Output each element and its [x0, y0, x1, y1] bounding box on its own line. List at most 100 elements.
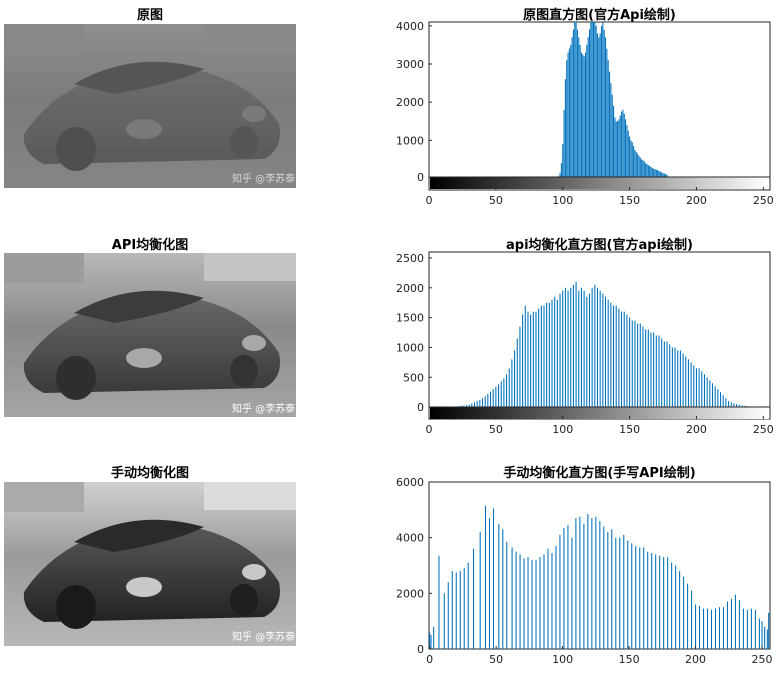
histogram-bar [617, 121, 619, 177]
histogram-bar [479, 532, 481, 649]
histogram-bar [627, 130, 629, 177]
histogram-bar [594, 284, 596, 407]
histogram-bar [531, 559, 533, 649]
histogram-bar [730, 598, 732, 649]
histogram-bar [599, 33, 601, 177]
panel-title-api-equalized: API均衡化图 [111, 238, 189, 253]
y-tick-label: 0 [417, 643, 424, 656]
histogram-bar [511, 359, 513, 407]
histogram-bar [734, 594, 736, 649]
histogram-bar [623, 534, 625, 649]
histogram-bar [714, 386, 716, 407]
histogram-bar [587, 514, 589, 649]
histogram-bar [603, 29, 605, 177]
histogram-bar [583, 523, 585, 649]
histogram-bar [555, 546, 557, 649]
histogram-bar [661, 338, 663, 407]
histogram-bar [631, 543, 633, 649]
histogram-bar [571, 537, 573, 649]
histogram-bar [583, 290, 585, 407]
x-tick-label: 0 [426, 194, 433, 207]
histogram-bar [514, 350, 516, 407]
histogram-bar [682, 353, 684, 407]
histogram-bar [571, 37, 573, 177]
histogram-bar [619, 115, 621, 177]
histogram-bar [667, 557, 669, 649]
histogram-bar [459, 571, 461, 649]
x-tick-label: 250 [752, 653, 773, 666]
x-tick-label: 100 [552, 194, 573, 207]
histogram-bar [600, 25, 603, 178]
histogram-bar [690, 362, 692, 407]
histogram-bar [498, 523, 500, 649]
histogram-bar [607, 60, 609, 177]
histogram-bar [465, 405, 467, 407]
histogram-bar [702, 608, 705, 649]
histogram-bar [588, 293, 591, 407]
histogram-bar [438, 555, 440, 649]
panel-title-manual-equalized: 手动均衡化图 [110, 466, 189, 481]
histogram-bar [473, 548, 475, 649]
histogram-bar [580, 287, 582, 407]
histogram-bar [519, 326, 521, 407]
histogram-bar [659, 171, 661, 177]
histogram-bar [639, 323, 641, 407]
histogram-bar [567, 52, 569, 177]
histogram-bar [666, 341, 668, 407]
histogram-bar [614, 117, 616, 177]
histogram-bar [519, 554, 521, 649]
histogram-bar [595, 25, 597, 178]
histogram-bar [502, 529, 504, 649]
histogram-bar [736, 404, 738, 407]
histogram-bar [666, 174, 668, 177]
histogram-bar [551, 552, 553, 649]
histogram-bar [559, 293, 561, 407]
histogram-bar [642, 160, 644, 177]
histogram-bar [566, 60, 568, 177]
histogram-bar [598, 37, 600, 177]
histogram-bar [663, 557, 665, 649]
histogram-bar [643, 161, 645, 177]
histogram-bar [622, 109, 624, 177]
histogram-bar [722, 607, 725, 649]
histogram-bar [524, 305, 526, 407]
histogram-bar [742, 608, 744, 649]
histogram-bar [572, 284, 574, 407]
histogram-bar [663, 173, 665, 177]
histogram-bar [506, 541, 508, 649]
histogram-bar [634, 320, 636, 407]
y-tick-label: 1000 [396, 134, 424, 147]
histogram-bar [627, 540, 629, 649]
histogram-bar [543, 305, 545, 407]
histogram-bar [687, 359, 689, 407]
histogram-bar [674, 347, 676, 407]
histogram-bar [615, 305, 617, 407]
histogram-bar [568, 48, 570, 178]
histogram-bar [562, 290, 564, 407]
histogram-bar [599, 520, 601, 649]
histogram-bar [699, 605, 701, 649]
histogram-bar [613, 305, 615, 407]
histogram-bar [717, 389, 719, 407]
y-tick-label: 1500 [396, 312, 424, 325]
grayscale-colorbar [430, 177, 769, 189]
histogram-bar [547, 548, 549, 649]
histogram-bar [492, 508, 495, 649]
histogram-bar [481, 398, 484, 407]
histogram-bar [658, 335, 660, 407]
watermark-original: 知乎 @李苏泰 [232, 174, 296, 185]
histogram-bar [703, 374, 706, 407]
histogram-bar [722, 395, 724, 407]
histogram-bar [515, 551, 517, 649]
histogram-bar [567, 290, 569, 407]
histogram-bar [591, 518, 593, 649]
histogram-bar [698, 368, 700, 407]
histogram-bar [611, 94, 613, 177]
histogram-bar [484, 505, 487, 649]
histogram-bar [675, 565, 677, 649]
histogram-bar [488, 518, 491, 649]
y-tick-label: 2500 [396, 252, 424, 265]
histogram-bar [500, 381, 502, 407]
histogram-bar [489, 391, 492, 407]
histogram-bar [430, 635, 432, 649]
